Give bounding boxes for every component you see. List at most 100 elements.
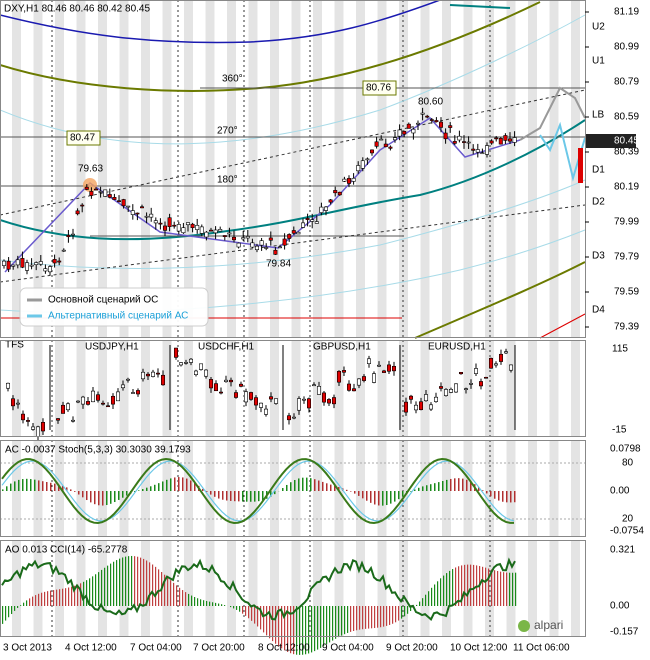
- candle-body: [461, 141, 466, 143]
- candle-body: [408, 395, 413, 400]
- histogram-bar: [236, 606, 238, 610]
- histogram-bar: [272, 606, 274, 642]
- candle-body: [494, 137, 499, 140]
- candle-body: [466, 141, 471, 144]
- candle-body: [136, 390, 141, 395]
- histogram-bar: [200, 599, 202, 606]
- candle-body: [71, 419, 76, 422]
- histogram-bar: [218, 491, 220, 499]
- histogram-bar: [138, 490, 140, 491]
- histogram-bar: [498, 491, 500, 501]
- histogram-bar: [89, 578, 91, 606]
- histogram-bar: [362, 606, 364, 630]
- trend-line: [0, 204, 586, 283]
- candle-body: [383, 143, 388, 148]
- histogram-bar: [299, 606, 301, 655]
- histogram-bar: [344, 606, 346, 635]
- candle-body: [433, 396, 438, 402]
- histogram-bar: [94, 491, 96, 505]
- histogram-bar: [329, 606, 331, 643]
- histogram-bar: [185, 592, 187, 606]
- candle-body: [250, 242, 255, 248]
- stripe: [141, 540, 150, 637]
- histogram-bar: [74, 585, 76, 606]
- candle-body: [80, 204, 85, 207]
- candle-body: [222, 235, 227, 237]
- histogram-bar: [368, 606, 370, 629]
- histogram-bar: [404, 606, 406, 617]
- histogram-bar: [92, 576, 94, 606]
- histogram-bar: [166, 479, 168, 491]
- histogram-bar: [47, 591, 49, 606]
- candle-body: [38, 261, 43, 265]
- candle-body: [241, 237, 246, 240]
- histogram-bar: [74, 491, 76, 492]
- stripe: [313, 540, 322, 637]
- candle-body: [218, 229, 223, 232]
- stripe: [205, 540, 215, 637]
- candle-body: [448, 125, 453, 128]
- histogram-bar: [194, 597, 196, 606]
- candle-body: [331, 397, 336, 405]
- candle-body: [43, 268, 48, 272]
- candle-body: [94, 188, 99, 191]
- stripe: [248, 0, 258, 338]
- histogram-bar: [142, 488, 144, 491]
- candle-body: [321, 392, 326, 403]
- histogram-bar: [11, 606, 13, 615]
- histogram-bar: [170, 580, 172, 606]
- stripe: [291, 540, 301, 637]
- histogram-bar: [354, 491, 356, 494]
- histogram-bar: [330, 484, 332, 491]
- histogram-bar: [470, 564, 472, 606]
- level-label: D1: [592, 165, 605, 176]
- histogram-bar: [239, 606, 241, 612]
- histogram-bar: [18, 479, 20, 491]
- candle-body: [11, 398, 16, 407]
- candle-body: [438, 121, 443, 128]
- histogram-bar: [398, 606, 400, 621]
- axis-label: -0.0754: [610, 526, 644, 537]
- histogram-bar: [14, 481, 16, 491]
- price-label: 79.63: [78, 164, 103, 175]
- stripe: [33, 0, 43, 338]
- histogram-bar: [440, 578, 442, 606]
- candle-body: [146, 373, 151, 377]
- histogram-bar: [482, 566, 484, 606]
- candle-body: [111, 395, 116, 405]
- stripe: [528, 440, 537, 537]
- histogram-bar: [210, 491, 212, 495]
- stripe: [162, 0, 172, 338]
- histogram-bar: [430, 484, 432, 491]
- histogram-bar: [202, 488, 204, 491]
- candle-body: [107, 194, 112, 198]
- histogram-bar: [176, 585, 178, 606]
- histogram-bar: [262, 491, 264, 501]
- histogram-bar: [418, 487, 420, 491]
- candle-body: [296, 231, 301, 235]
- price-tick-label: 80.19: [614, 182, 639, 193]
- histogram-bar: [314, 479, 316, 491]
- histogram-bar: [17, 606, 19, 608]
- candle-body: [438, 386, 443, 389]
- candle-body: [391, 365, 396, 372]
- histogram-bar: [438, 482, 440, 491]
- histogram-bar: [191, 595, 193, 606]
- candle-body: [259, 240, 264, 246]
- level-box: [362, 80, 397, 96]
- histogram-bar: [146, 487, 148, 491]
- histogram-bar: [356, 606, 358, 631]
- stripe: [205, 340, 215, 437]
- histogram-bar: [250, 491, 252, 502]
- logo-icon: [518, 620, 530, 632]
- histogram-bar: [350, 606, 352, 632]
- histogram-bar: [274, 491, 276, 495]
- candle-body: [101, 402, 106, 405]
- candle-body: [351, 177, 356, 182]
- candle-body: [20, 258, 25, 268]
- histogram-bar: [437, 581, 439, 606]
- histogram-bar: [146, 560, 148, 606]
- candle-body: [268, 396, 273, 400]
- candle-body: [167, 217, 172, 227]
- angle-label: 360°: [222, 74, 243, 85]
